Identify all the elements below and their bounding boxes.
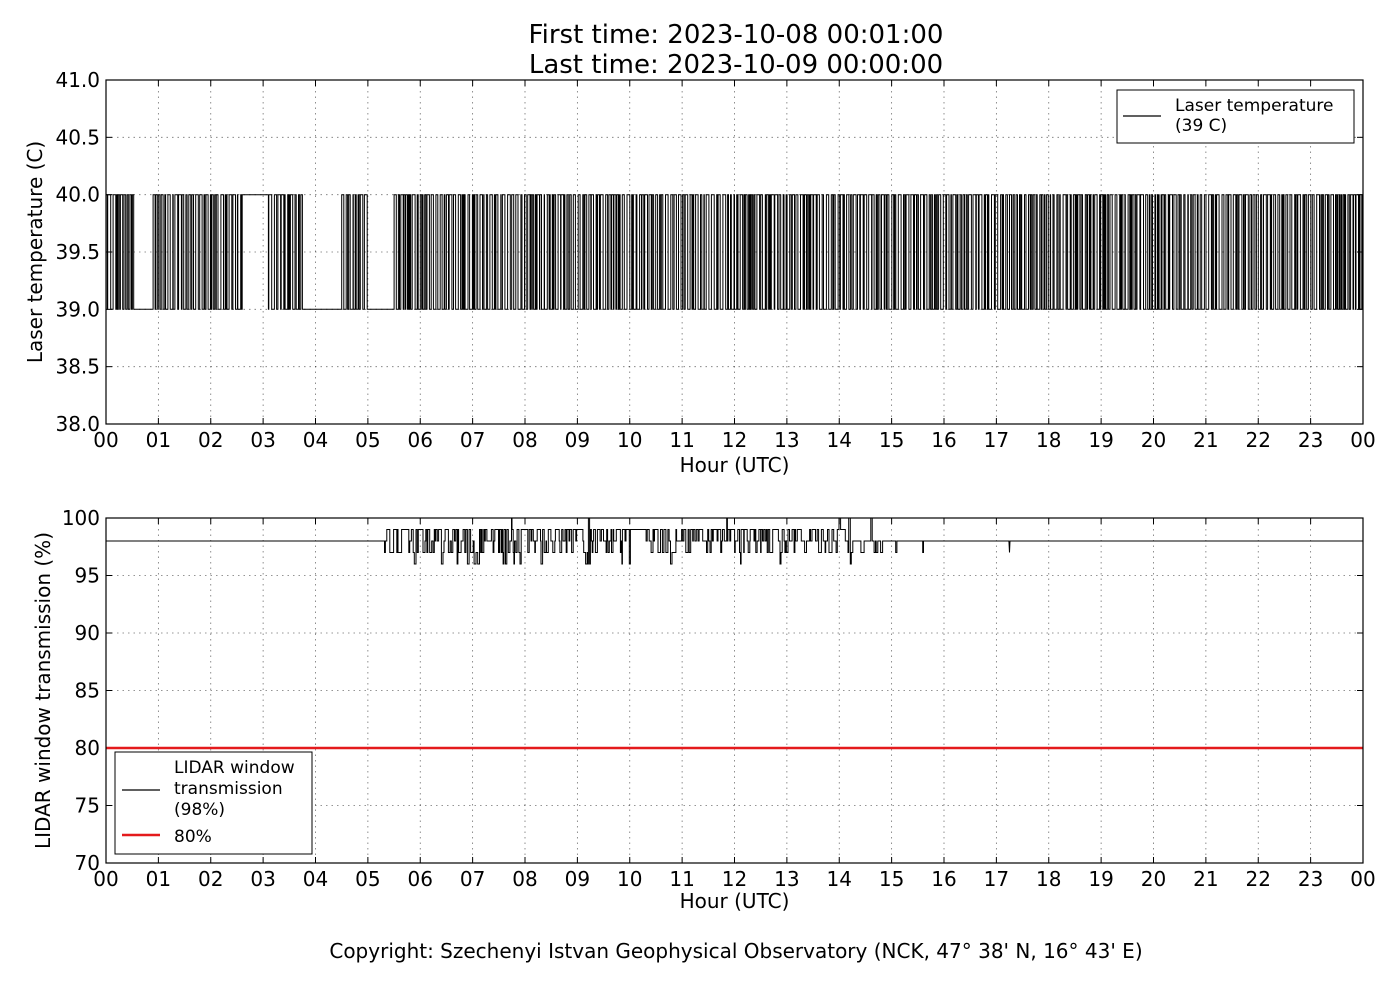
chart-title-line2: Last time: 2023-10-09 00:00:00 <box>529 50 943 80</box>
chart-title-line1: First time: 2023-10-08 00:01:00 <box>529 20 944 50</box>
temp-ytick-label: 40.5 <box>55 125 100 149</box>
trans-xtick-label: 03 <box>250 867 275 891</box>
temp-xtick-label: 21 <box>1193 428 1218 452</box>
trans-xtick-label: 04 <box>303 867 328 891</box>
temp-xtick-label: 01 <box>146 428 171 452</box>
trans-xtick-label: 16 <box>931 867 956 891</box>
trans-ytick-label: 70 <box>75 851 100 875</box>
trans-xtick-label: 05 <box>355 867 380 891</box>
trans-ytick-label: 80 <box>75 736 100 760</box>
trans-xtick-label: 09 <box>565 867 590 891</box>
temp-ytick-label: 39.5 <box>55 240 100 264</box>
temp-axes-frame <box>105 79 1364 425</box>
copyright-text: Copyright: Szechenyi Istvan Geophysical … <box>329 939 1142 963</box>
temp-xtick-label: 19 <box>1088 428 1113 452</box>
temp-xtick-label: 20 <box>1141 428 1166 452</box>
temp-ytick-label: 41.0 <box>55 68 100 92</box>
trans-ytick-label: 85 <box>75 679 100 703</box>
trans-legend-label: transmission <box>174 779 283 799</box>
trans-ytick-label: 90 <box>75 621 100 645</box>
temp-xtick-label: 08 <box>512 428 537 452</box>
temp-legend-label: Laser temperature <box>1175 96 1333 116</box>
trans-xtick-label: 07 <box>460 867 485 891</box>
temp-x-axis-label: Hour (UTC) <box>680 453 790 477</box>
trans-xtick-label: 17 <box>984 867 1009 891</box>
temp-xtick-label: 04 <box>303 428 328 452</box>
temp-y-axis-label: Laser temperature (C) <box>23 141 47 363</box>
trans-x-axis-label: Hour (UTC) <box>680 889 790 913</box>
temp-legend: Laser temperature(39 C) <box>1116 89 1355 144</box>
temp-xtick-label: 13 <box>774 428 799 452</box>
window-transmission-line <box>106 517 1363 565</box>
trans-xtick-label: 18 <box>1036 867 1061 891</box>
temp-xtick-label: 03 <box>250 428 275 452</box>
laser-temperature-plot: 00 01 02 03 04 05 06 07 08 09 10 11 12 13 14 15 16 17 18 19… <box>23 68 1376 477</box>
temp-ytick-label: 38.0 <box>55 412 100 436</box>
trans-xtick-label: 02 <box>198 867 223 891</box>
trans-xtick-label: 08 <box>512 867 537 891</box>
threshold-legend-label: 80% <box>174 827 212 847</box>
trans-xtick-label: 15 <box>879 867 904 891</box>
temp-xtick-label: 16 <box>931 428 956 452</box>
temp-ytick-label: 39.0 <box>55 297 100 321</box>
temp-legend-label: (39 C) <box>1175 116 1227 136</box>
trans-xtick-label: 22 <box>1246 867 1271 891</box>
temp-xtick-label: 10 <box>617 428 642 452</box>
temp-xtick-label: 11 <box>669 428 694 452</box>
trans-ytick-label: 75 <box>75 794 100 818</box>
temp-ytick-label: 40.0 <box>55 183 100 207</box>
trans-xtick-label: 19 <box>1088 867 1113 891</box>
temp-xtick-label: 02 <box>198 428 223 452</box>
trans-y-axis-label: LIDAR window transmission (%) <box>31 532 55 849</box>
temp-xtick-label: 07 <box>460 428 485 452</box>
trans-xtick-label: 01 <box>146 867 171 891</box>
trans-xtick-label: 06 <box>408 867 433 891</box>
trans-legend-label: (98%) <box>174 800 225 820</box>
temp-xtick-label: 00 <box>93 428 118 452</box>
temp-xtick-label: 06 <box>408 428 433 452</box>
trans-xtick-label: 12 <box>722 867 747 891</box>
trans-xtick-label: 11 <box>669 867 694 891</box>
temp-xtick-label: 00 <box>1350 428 1375 452</box>
trans-xtick-label: 00 <box>93 867 118 891</box>
laser-temperature-line <box>105 194 1364 310</box>
temp-legend-box <box>1116 89 1355 144</box>
temp-xtick-label: 05 <box>355 428 380 452</box>
trans-xtick-label: 13 <box>774 867 799 891</box>
temp-xtick-label: 23 <box>1298 428 1323 452</box>
trans-xtick-label: 00 <box>1350 867 1375 891</box>
temp-xtick-label: 14 <box>827 428 852 452</box>
trans-xtick-label: 23 <box>1298 867 1323 891</box>
trans-xtick-label: 14 <box>827 867 852 891</box>
trans-ytick-label: 95 <box>75 564 100 588</box>
trans-ytick-label: 100 <box>62 506 100 530</box>
trans-axes-frame <box>105 517 1364 864</box>
temp-xtick-label: 15 <box>879 428 904 452</box>
trans-legend-label: LIDAR window <box>174 758 295 778</box>
trans-xtick-label: 20 <box>1141 867 1166 891</box>
trans-legend-box <box>114 751 313 855</box>
temp-xtick-label: 17 <box>984 428 1009 452</box>
temp-xtick-label: 18 <box>1036 428 1061 452</box>
temp-xtick-label: 22 <box>1246 428 1271 452</box>
temp-xtick-label: 09 <box>565 428 590 452</box>
trans-xtick-label: 10 <box>617 867 642 891</box>
window-transmission-plot: 00 01 02 03 04 05 06 07 08 09 10 11 12 13 14 15 16 17 18 19… <box>31 506 1376 913</box>
temp-ytick-label: 38.5 <box>55 355 100 379</box>
temp-xtick-label: 12 <box>722 428 747 452</box>
trans-xtick-label: 21 <box>1193 867 1218 891</box>
